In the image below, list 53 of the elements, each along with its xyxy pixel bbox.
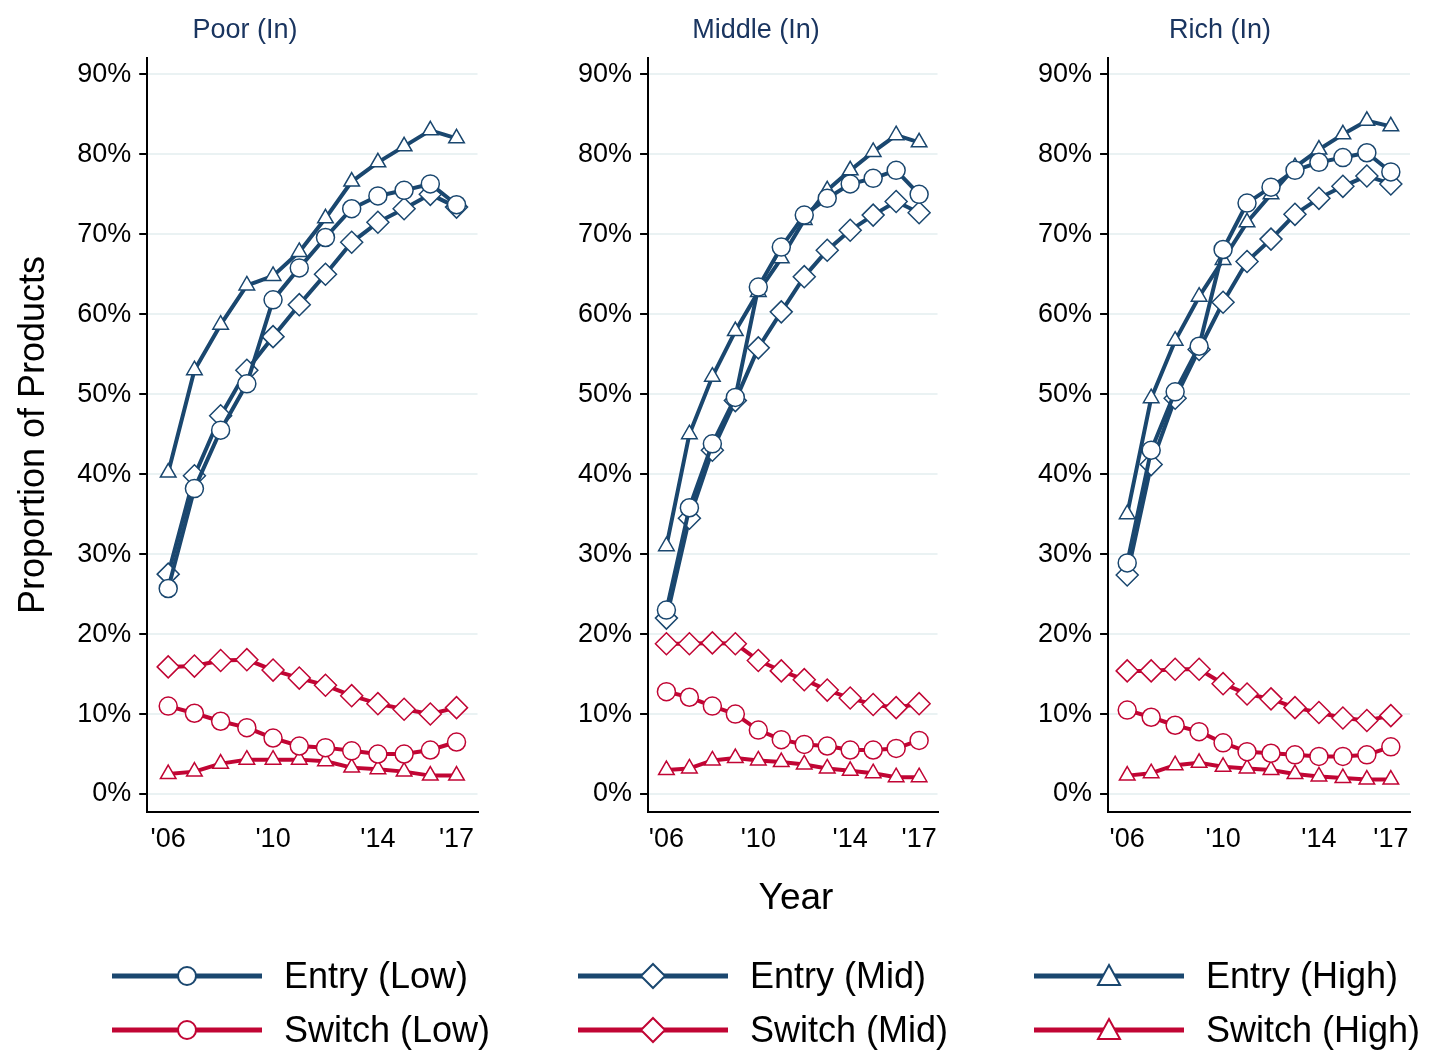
y-tick-label: 50% [577,377,633,408]
x-axis-title: Year [758,876,834,918]
legend-label: Entry (Mid) [750,955,927,997]
y-tick-label: 90% [577,57,633,88]
x-tick-label: '14 [1301,823,1337,854]
x-tick-label: '06 [1109,823,1145,854]
y-tick-label: 20% [77,617,132,648]
y-tick-label: 90% [1037,57,1093,88]
y-tick-label: 0% [92,777,132,808]
x-tick-label: '17 [438,823,475,854]
legend-label: Switch (Low) [284,1009,491,1051]
y-tick-label: 30% [77,537,132,568]
y-axis-title: Proportion of Products [10,255,52,615]
y-tick-label: 80% [577,137,633,168]
y-tick-label: 90% [77,57,132,88]
y-tick-label: 40% [77,457,132,488]
y-tick-label: 10% [1037,697,1093,728]
x-tick-label: '14 [832,823,868,854]
y-tick-label: 0% [1053,777,1093,808]
x-tick-label: '10 [740,823,776,854]
x-tick-label: '17 [901,823,937,854]
x-tick-label: '10 [255,823,291,854]
y-tick-label: 30% [577,537,633,568]
x-tick-label: '17 [1373,823,1409,854]
y-tick-label: 0% [593,777,633,808]
legend-label: Switch (Mid) [750,1009,949,1051]
y-tick-label: 60% [77,297,132,328]
legend-label: Entry (Low) [284,955,469,997]
legend-label: Switch (High) [1206,1009,1421,1051]
x-tick-label: '06 [648,823,685,854]
x-tick-label: '06 [150,823,186,854]
y-tick-label: 70% [577,217,633,248]
chart-title: Middle (In) [692,13,820,44]
x-tick-label: '10 [1205,823,1241,854]
y-tick-label: 60% [577,297,633,328]
y-tick-label: 20% [1037,617,1093,648]
chart-title: Rich (In) [1168,13,1272,44]
y-tick-label: 40% [1037,457,1093,488]
y-tick-label: 70% [77,217,132,248]
legend-label: Entry (High) [1206,955,1399,997]
y-tick-label: 70% [1037,217,1093,248]
y-tick-label: 10% [77,697,132,728]
y-tick-label: 50% [1037,377,1093,408]
y-tick-label: 60% [1037,297,1093,328]
y-tick-label: 80% [1037,137,1093,168]
y-tick-label: 20% [577,617,633,648]
y-tick-label: 40% [577,457,633,488]
y-tick-label: 30% [1037,537,1093,568]
chart-title: Poor (In) [192,13,298,44]
y-tick-label: 50% [77,377,132,408]
y-tick-label: 10% [577,697,633,728]
x-tick-label: '14 [360,823,396,854]
y-tick-label: 80% [77,137,132,168]
